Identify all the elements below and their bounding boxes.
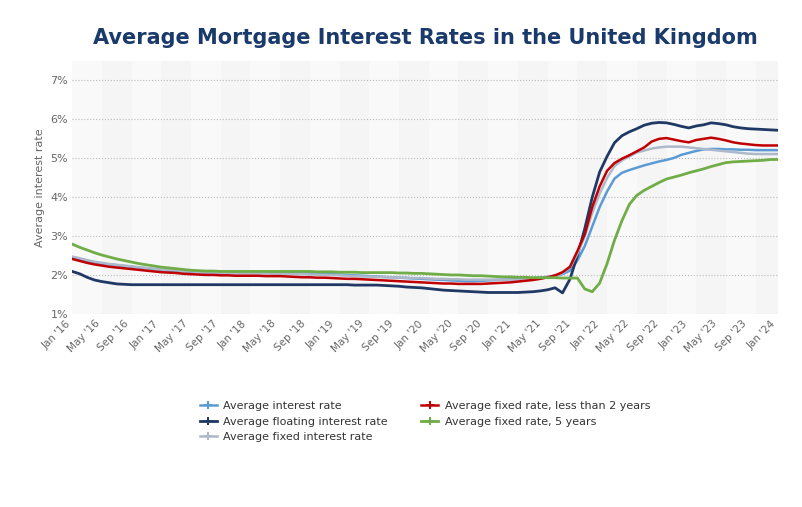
Average floating interest rate	[557, 290, 567, 296]
Average interest rate	[372, 273, 382, 279]
Bar	[666, 61, 696, 314]
Average fixed rate, less than 2 years	[454, 281, 464, 287]
Line: Average fixed interest rate: Average fixed interest rate	[72, 147, 778, 280]
Average floating interest rate	[268, 282, 277, 288]
Average interest rate	[424, 276, 434, 282]
Bar	[310, 61, 339, 314]
Average floating interest rate	[424, 285, 434, 292]
Average floating interest rate	[372, 282, 382, 288]
Average fixed rate, 5 years	[446, 272, 456, 278]
Legend: Average interest rate, Average floating interest rate, Average fixed interest ra: Average interest rate, Average floating …	[200, 401, 650, 442]
Bar	[191, 61, 221, 314]
Average fixed interest rate	[424, 275, 434, 281]
Average interest rate	[164, 268, 173, 274]
Average floating interest rate	[67, 268, 77, 274]
Average fixed interest rate	[446, 276, 456, 282]
Bar	[250, 61, 280, 314]
Bar	[370, 61, 399, 314]
Bar	[548, 61, 577, 314]
Average interest rate	[268, 270, 277, 276]
Average fixed rate, 5 years	[721, 160, 731, 166]
Bar	[429, 61, 459, 314]
Bar	[488, 61, 518, 314]
Average interest rate	[461, 278, 471, 284]
Average interest rate	[707, 146, 716, 152]
Average fixed rate, 5 years	[773, 157, 783, 163]
Average fixed interest rate	[372, 274, 382, 280]
Bar	[726, 61, 755, 314]
Line: Average floating interest rate: Average floating interest rate	[72, 123, 778, 293]
Average interest rate	[728, 147, 738, 153]
Average fixed interest rate	[461, 277, 471, 283]
Average fixed rate, less than 2 years	[372, 277, 382, 283]
Bar	[607, 61, 637, 314]
Average floating interest rate	[654, 120, 664, 126]
Average fixed rate, less than 2 years	[424, 280, 434, 286]
Average fixed rate, 5 years	[164, 265, 173, 271]
Average fixed rate, less than 2 years	[67, 256, 77, 262]
Average interest rate	[446, 277, 456, 283]
Average fixed rate, 5 years	[587, 288, 597, 295]
Average interest rate	[773, 147, 783, 153]
Average fixed rate, less than 2 years	[268, 273, 277, 279]
Average fixed interest rate	[164, 267, 173, 273]
Average interest rate	[67, 254, 77, 260]
Line: Average interest rate: Average interest rate	[72, 149, 778, 281]
Average fixed interest rate	[773, 151, 783, 157]
Average floating interest rate	[728, 124, 738, 130]
Title: Average Mortgage Interest Rates in the United Kingdom: Average Mortgage Interest Rates in the U…	[93, 28, 757, 48]
Average floating interest rate	[773, 127, 783, 133]
Average fixed rate, 5 years	[766, 157, 776, 163]
Average fixed rate, less than 2 years	[728, 139, 738, 146]
Average fixed rate, less than 2 years	[707, 135, 716, 141]
Average fixed rate, less than 2 years	[164, 270, 173, 276]
Average fixed rate, 5 years	[67, 241, 77, 247]
Y-axis label: Average interest rate: Average interest rate	[34, 128, 45, 247]
Average floating interest rate	[164, 282, 173, 288]
Average fixed interest rate	[662, 143, 671, 150]
Average floating interest rate	[446, 287, 456, 294]
Average fixed rate, less than 2 years	[446, 280, 456, 286]
Average fixed interest rate	[728, 149, 738, 155]
Line: Average fixed rate, less than 2 years: Average fixed rate, less than 2 years	[72, 138, 778, 284]
Average fixed rate, 5 years	[372, 270, 382, 276]
Bar	[72, 61, 102, 314]
Average fixed rate, 5 years	[424, 271, 434, 277]
Average fixed interest rate	[67, 254, 77, 260]
Average fixed interest rate	[268, 271, 277, 277]
Average fixed rate, 5 years	[268, 268, 277, 274]
Average fixed rate, less than 2 years	[773, 142, 783, 149]
Line: Average fixed rate, 5 years: Average fixed rate, 5 years	[72, 160, 778, 292]
Bar	[132, 61, 161, 314]
